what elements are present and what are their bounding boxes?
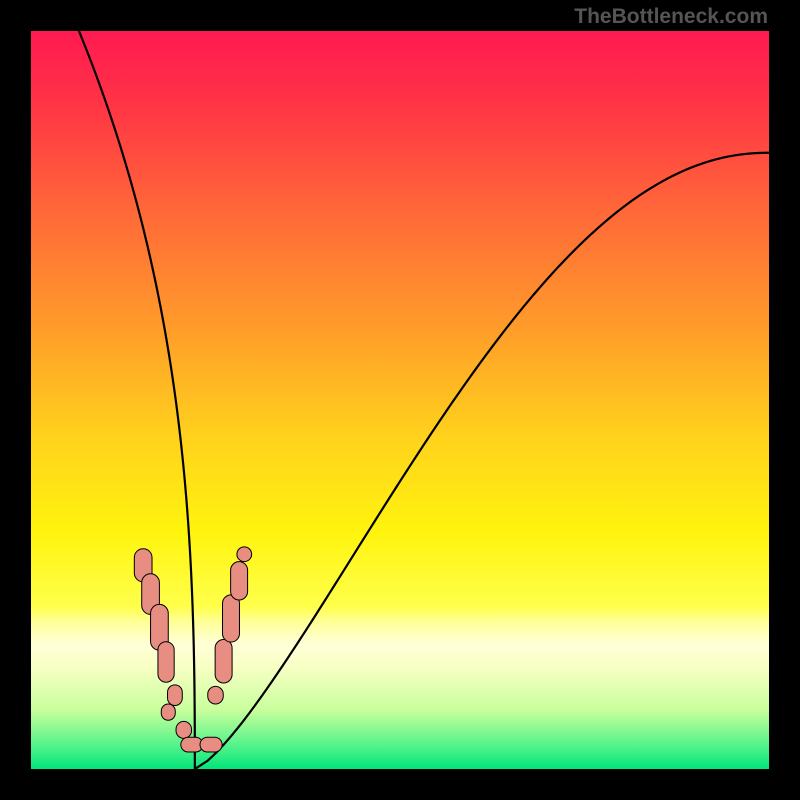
chart-frame xyxy=(0,0,800,800)
watermark-text: TheBottleneck.com xyxy=(574,5,768,29)
gradient-background xyxy=(31,31,769,769)
plot-area xyxy=(31,31,769,769)
